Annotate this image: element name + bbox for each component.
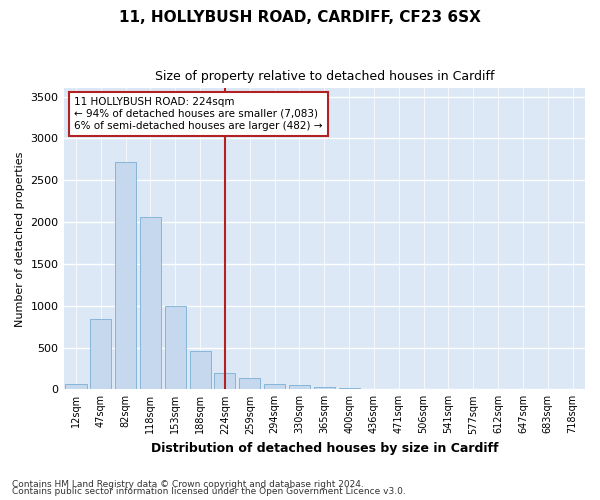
Bar [264,384,285,390]
Bar [338,388,359,390]
Text: 11, HOLLYBUSH ROAD, CARDIFF, CF23 6SX: 11, HOLLYBUSH ROAD, CARDIFF, CF23 6SX [119,10,481,25]
Bar [115,162,136,390]
Bar [314,387,335,390]
Bar [90,319,112,390]
Bar [165,306,186,390]
Bar [214,372,235,390]
Text: Contains public sector information licensed under the Open Government Licence v3: Contains public sector information licen… [12,487,406,496]
Text: 11 HOLLYBUSH ROAD: 224sqm
← 94% of detached houses are smaller (7,083)
6% of sem: 11 HOLLYBUSH ROAD: 224sqm ← 94% of detac… [74,98,322,130]
Text: Contains HM Land Registry data © Crown copyright and database right 2024.: Contains HM Land Registry data © Crown c… [12,480,364,489]
Bar [364,388,385,390]
X-axis label: Distribution of detached houses by size in Cardiff: Distribution of detached houses by size … [151,442,498,455]
Title: Size of property relative to detached houses in Cardiff: Size of property relative to detached ho… [155,70,494,83]
Bar [289,385,310,390]
Bar [140,217,161,390]
Bar [190,351,211,390]
Bar [65,384,86,390]
Y-axis label: Number of detached properties: Number of detached properties [15,151,25,326]
Bar [239,378,260,390]
